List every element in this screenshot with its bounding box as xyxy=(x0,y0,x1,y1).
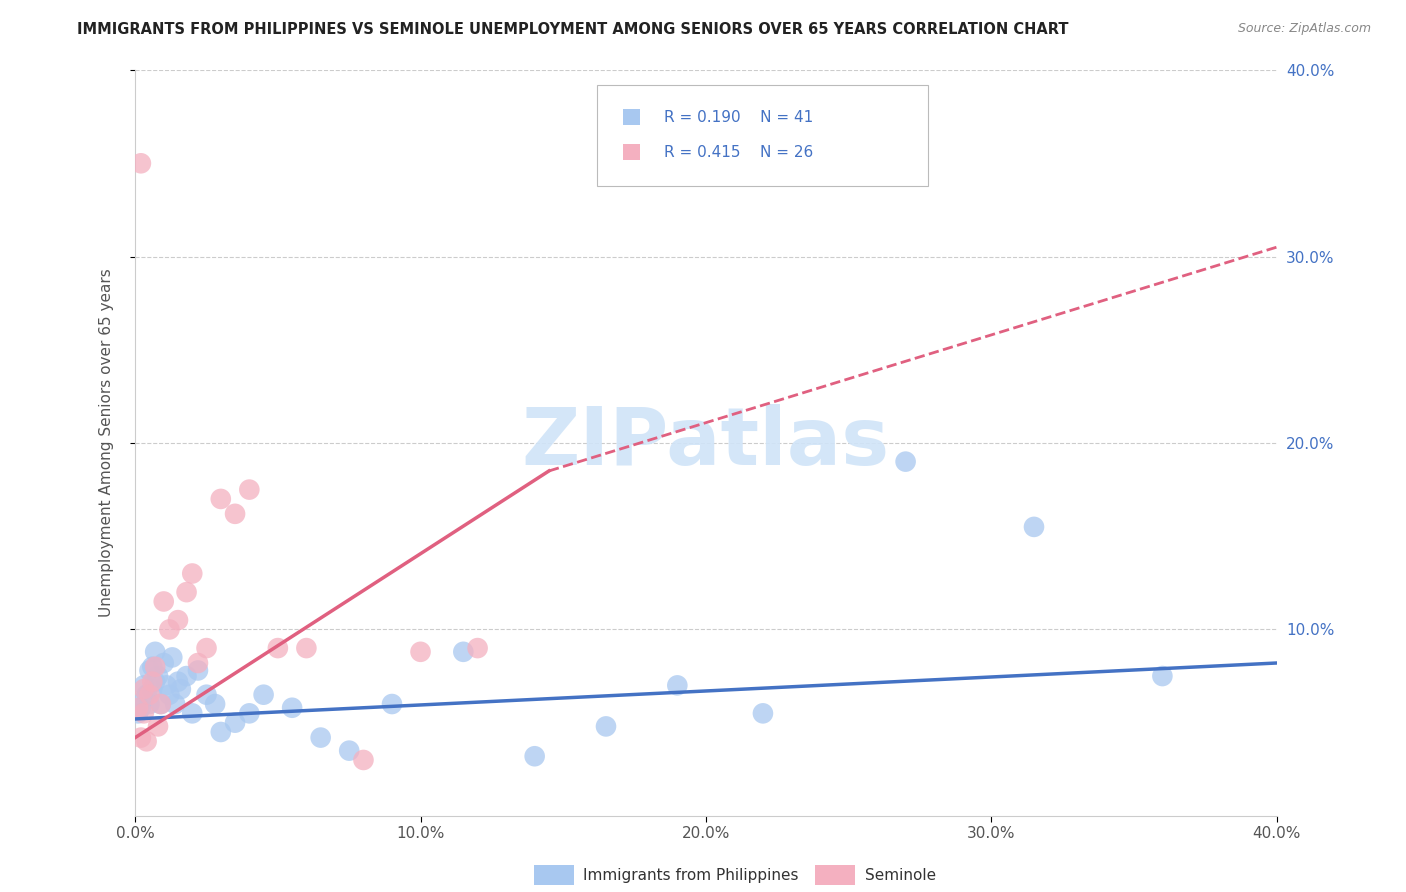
Point xyxy=(138,697,160,711)
Text: Source: ZipAtlas.com: Source: ZipAtlas.com xyxy=(1237,22,1371,36)
Point xyxy=(141,682,163,697)
Point xyxy=(267,641,290,656)
Point xyxy=(281,700,304,714)
Text: Seminole: Seminole xyxy=(865,869,936,883)
Point xyxy=(467,641,489,656)
Point xyxy=(238,706,260,721)
Point xyxy=(132,706,155,721)
Point xyxy=(252,688,274,702)
Text: R = 0.190    N = 41: R = 0.190 N = 41 xyxy=(664,110,813,125)
Point xyxy=(523,749,546,764)
Point xyxy=(138,664,160,678)
Point xyxy=(167,674,190,689)
Point xyxy=(155,678,177,692)
FancyBboxPatch shape xyxy=(623,144,640,161)
Point xyxy=(894,455,917,469)
Point xyxy=(135,734,157,748)
Point xyxy=(129,156,152,170)
Point xyxy=(146,669,169,683)
Point xyxy=(167,613,190,627)
Point xyxy=(209,491,232,506)
Point xyxy=(143,645,166,659)
Point xyxy=(159,688,181,702)
Point xyxy=(149,697,172,711)
Point xyxy=(132,678,155,692)
Point xyxy=(666,678,689,692)
Point xyxy=(187,664,209,678)
FancyBboxPatch shape xyxy=(598,85,928,186)
Point xyxy=(143,659,166,673)
Point xyxy=(752,706,775,721)
Text: Immigrants from Philippines: Immigrants from Philippines xyxy=(583,869,799,883)
Point xyxy=(309,731,332,745)
Point xyxy=(159,623,181,637)
Point xyxy=(132,682,155,697)
Point xyxy=(295,641,318,656)
Point xyxy=(409,645,432,659)
Point xyxy=(381,697,404,711)
Point xyxy=(162,650,184,665)
Point xyxy=(170,682,193,697)
Point xyxy=(149,697,172,711)
Text: R = 0.415    N = 26: R = 0.415 N = 26 xyxy=(664,145,813,160)
Point xyxy=(132,693,155,707)
Point xyxy=(143,674,166,689)
Point xyxy=(595,719,617,733)
Point xyxy=(138,688,160,702)
Point xyxy=(152,594,174,608)
Point xyxy=(187,656,209,670)
Point xyxy=(238,483,260,497)
Point xyxy=(129,700,152,714)
Point xyxy=(127,700,149,714)
Point xyxy=(181,706,204,721)
Point xyxy=(152,656,174,670)
Point xyxy=(337,744,360,758)
Text: ZIPatlas: ZIPatlas xyxy=(522,404,890,482)
Point xyxy=(146,719,169,733)
Point xyxy=(209,725,232,739)
Point xyxy=(181,566,204,581)
Y-axis label: Unemployment Among Seniors over 65 years: Unemployment Among Seniors over 65 years xyxy=(100,268,114,617)
Point xyxy=(353,753,375,767)
Point xyxy=(141,674,163,689)
Point xyxy=(195,688,218,702)
Point xyxy=(165,697,187,711)
Point xyxy=(204,697,226,711)
Point xyxy=(135,688,157,702)
FancyBboxPatch shape xyxy=(623,109,640,125)
Text: IMMIGRANTS FROM PHILIPPINES VS SEMINOLE UNEMPLOYMENT AMONG SENIORS OVER 65 YEARS: IMMIGRANTS FROM PHILIPPINES VS SEMINOLE … xyxy=(77,22,1069,37)
Point xyxy=(224,507,246,521)
Point xyxy=(1022,520,1045,534)
Point xyxy=(141,659,163,673)
Point xyxy=(176,585,198,599)
Point xyxy=(127,706,149,721)
Point xyxy=(224,715,246,730)
Point xyxy=(453,645,475,659)
Point xyxy=(129,731,152,745)
Point xyxy=(176,669,198,683)
Point xyxy=(1152,669,1174,683)
Point xyxy=(195,641,218,656)
